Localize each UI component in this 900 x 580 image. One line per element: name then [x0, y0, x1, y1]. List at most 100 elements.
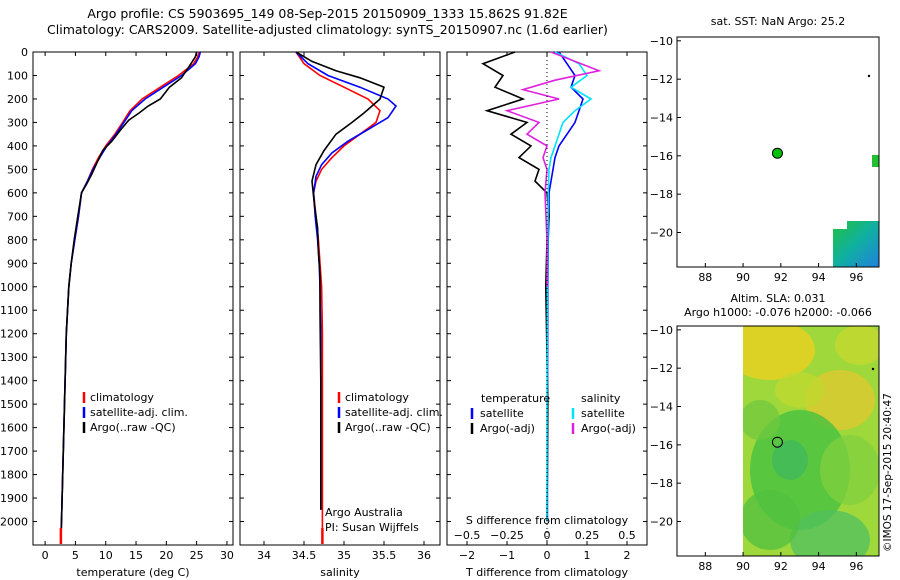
depth-tick-label: 1800	[0, 469, 28, 482]
sal-annotation-1: Argo Australia	[325, 506, 403, 519]
sst-map-title: sat. SST: NaN Argo: 25.2	[711, 15, 845, 28]
diff-s-tick-label: 0	[544, 529, 551, 542]
sst-map-ytick-label: −16	[650, 150, 673, 163]
temp-xtick-label: 5	[72, 549, 79, 562]
sla-map-frame	[676, 325, 880, 557]
sal-xtick-label: 35	[337, 549, 351, 562]
sla-map-ytick-label: −10	[650, 324, 673, 337]
depth-tick-label: 900	[7, 257, 28, 270]
sst-map-ytick-label: −10	[650, 35, 673, 48]
sla-map-ytick-label: −16	[650, 439, 673, 452]
diff-legend-label: satellite	[480, 407, 524, 420]
diff-xtick-label: −1	[499, 549, 515, 562]
sla-map-ytick-label: −14	[650, 401, 673, 414]
diff-legend-label: satellite	[581, 407, 625, 420]
sst-map-ytick-label: −20	[650, 227, 673, 240]
title-line-2: Climatology: CARS2009. Satellite-adjuste…	[47, 22, 608, 37]
temp-xtick-label: 30	[220, 549, 234, 562]
sla-map-ytick-label: −12	[650, 362, 673, 375]
title-line-1: Argo profile: CS 5903695_149 08-Sep-2015…	[87, 6, 568, 21]
sla-field-blob	[835, 326, 879, 365]
diff-series-cyan	[546, 51, 593, 522]
temp-xtick-label: 25	[190, 549, 204, 562]
sla-map-title-2: Argo h1000: -0.076 h2000: -0.066	[684, 306, 872, 319]
sst-map-xtick-label: 92	[774, 271, 788, 284]
temp-xtick-label: 0	[42, 549, 49, 562]
sst-map-xtick-label: 94	[812, 271, 826, 284]
diff-s-tick-label: −0.5	[454, 529, 481, 542]
sst-argo-position-marker	[771, 147, 783, 159]
sla-field-blob	[775, 372, 825, 408]
sst-map-ytick-label: −12	[650, 73, 673, 86]
sal-xtick-label: 34	[257, 549, 271, 562]
depth-tick-label: 1100	[0, 304, 28, 317]
temp-axes-frame	[32, 51, 234, 546]
diff-legend-header-temp: temperature	[481, 392, 550, 405]
diff-legend-header-sal: salinity	[581, 392, 621, 405]
temp-xtick-label: 15	[129, 549, 143, 562]
sla-map-xtick-label: 96	[849, 560, 863, 573]
diff-s-tick-label: −0.25	[490, 529, 524, 542]
depth-tick-label: 200	[7, 93, 28, 106]
diff-s-tick-label: 0.5	[618, 529, 636, 542]
depth-tick-label: 1400	[0, 375, 28, 388]
temp-xtick-label: 20	[159, 549, 173, 562]
diff-series-magenta	[504, 51, 602, 287]
diff-xlabel: T difference from climatology	[465, 566, 628, 579]
sal-legend-label: satellite-adj. clim.	[345, 406, 443, 419]
depth-tick-label: 1500	[0, 398, 28, 411]
sla-map-ytick-label: −20	[650, 516, 673, 529]
temp-legend-label: Argo(..raw -QC)	[90, 421, 176, 434]
sst-map-xtick-label: 90	[736, 271, 750, 284]
sst-map-ytick-label: −18	[650, 188, 673, 201]
depth-tick-label: 300	[7, 116, 28, 129]
diff-xtick-label: −2	[459, 549, 475, 562]
sal-axes-frame	[239, 51, 441, 546]
diff-xtick-label: 2	[624, 549, 631, 562]
depth-tick-label: 400	[7, 140, 28, 153]
sal-series-blue	[295, 51, 398, 510]
sal-xtick-label: 36	[417, 549, 431, 562]
sal-series-black	[295, 51, 386, 510]
depth-tick-label: 800	[7, 234, 28, 247]
sal-annotation-2: PI: Susan Wijffels	[325, 521, 419, 534]
sla-map-xtick-label: 92	[774, 560, 788, 573]
sal-series-red	[295, 51, 381, 541]
sst-map-xtick-label: 88	[698, 271, 712, 284]
sst-map-frame	[676, 36, 880, 268]
sst-map-ytick-label: −14	[650, 112, 673, 125]
sla-map-xtick-label: 88	[698, 560, 712, 573]
diff-series-blue	[546, 51, 584, 522]
sla-map-ytick-label: −18	[650, 477, 673, 490]
diff-s-xlabel: S difference from climatology	[466, 514, 629, 527]
sal-legend-label: Argo(..raw -QC)	[345, 421, 431, 434]
sst-island-mark	[867, 74, 871, 78]
temp-xlabel: temperature (deg C)	[76, 566, 189, 579]
diff-legend-label: Argo(-adj)	[480, 422, 535, 435]
diff-legend-label: Argo(-adj)	[581, 422, 636, 435]
temp-series-blue	[60, 51, 202, 541]
sla-field-blob	[820, 435, 879, 505]
sla-argo-position-marker	[771, 436, 783, 448]
sla-field-blob	[743, 400, 780, 440]
temp-xtick-label: 10	[99, 549, 113, 562]
diff-s-tick-label: 0.25	[575, 529, 600, 542]
temp-legend-label: climatology	[90, 391, 154, 404]
depth-tick-label: 700	[7, 210, 28, 223]
sst-satellite-patch-small	[872, 155, 879, 167]
sal-xtick-label: 35.5	[372, 549, 397, 562]
imos-watermark: ©IMOS 17-Sep-2015 20:40:47	[882, 393, 894, 552]
sla-field-blob	[772, 440, 808, 480]
depth-tick-label: 1700	[0, 445, 28, 458]
depth-tick-label: 100	[7, 69, 28, 82]
sst-satellite-patch	[833, 221, 879, 267]
diff-xtick-label: 1	[584, 549, 591, 562]
sla-map-title-1: Altim. SLA: 0.031	[730, 292, 825, 305]
sal-legend-label: climatology	[345, 391, 409, 404]
sal-xtick-label: 34.5	[292, 549, 317, 562]
temp-series-red	[60, 51, 200, 541]
depth-tick-label: 500	[7, 163, 28, 176]
sla-island-mark	[871, 367, 875, 371]
depth-tick-label: 2000	[0, 516, 28, 529]
